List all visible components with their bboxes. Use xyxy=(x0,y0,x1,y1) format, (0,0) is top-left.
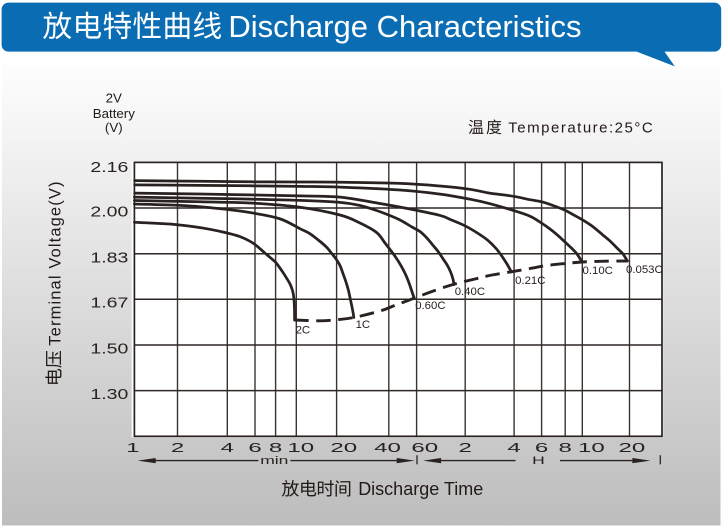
svg-text:20: 20 xyxy=(330,441,357,455)
svg-text:0.40C: 0.40C xyxy=(455,286,485,298)
svg-text:Terminal Voltage(V): Terminal Voltage(V) xyxy=(46,180,64,345)
svg-text:0.60C: 0.60C xyxy=(415,300,445,312)
svg-text:0.21C: 0.21C xyxy=(515,275,545,287)
svg-text:1.67: 1.67 xyxy=(90,294,128,311)
svg-text:6: 6 xyxy=(248,441,261,455)
svg-text:1.30: 1.30 xyxy=(90,385,128,402)
svg-text:0.10C: 0.10C xyxy=(583,265,613,277)
svg-text:10: 10 xyxy=(578,441,605,455)
svg-text:Temperature:25°C: Temperature:25°C xyxy=(508,119,654,136)
svg-text:6: 6 xyxy=(535,441,548,455)
svg-text:4: 4 xyxy=(221,441,235,455)
svg-text:20: 20 xyxy=(619,441,646,455)
svg-text:40: 40 xyxy=(374,441,401,455)
svg-text:8: 8 xyxy=(559,441,572,455)
svg-text:1C: 1C xyxy=(356,319,371,331)
svg-text:min: min xyxy=(260,455,288,467)
svg-text:10: 10 xyxy=(287,441,314,455)
svg-text:1: 1 xyxy=(126,441,139,455)
svg-text:(V): (V) xyxy=(105,120,123,135)
svg-text:1.83: 1.83 xyxy=(90,249,128,266)
svg-text:4: 4 xyxy=(507,441,521,455)
svg-text:Discharge Characteristics: Discharge Characteristics xyxy=(228,9,581,44)
svg-text:2.00: 2.00 xyxy=(90,203,128,220)
svg-text:2V: 2V xyxy=(106,91,122,106)
svg-text:H: H xyxy=(532,455,545,467)
svg-text:Discharge Time: Discharge Time xyxy=(358,479,483,499)
svg-text:0.053C: 0.053C xyxy=(626,264,663,276)
svg-text:2: 2 xyxy=(459,441,472,455)
svg-text:60: 60 xyxy=(411,441,438,455)
svg-text:2: 2 xyxy=(171,441,184,455)
svg-text:1.50: 1.50 xyxy=(90,340,128,357)
svg-text:2.16: 2.16 xyxy=(90,158,128,175)
svg-text:Battery: Battery xyxy=(93,106,135,121)
svg-text:2C: 2C xyxy=(296,325,311,337)
svg-text:8: 8 xyxy=(269,441,282,455)
